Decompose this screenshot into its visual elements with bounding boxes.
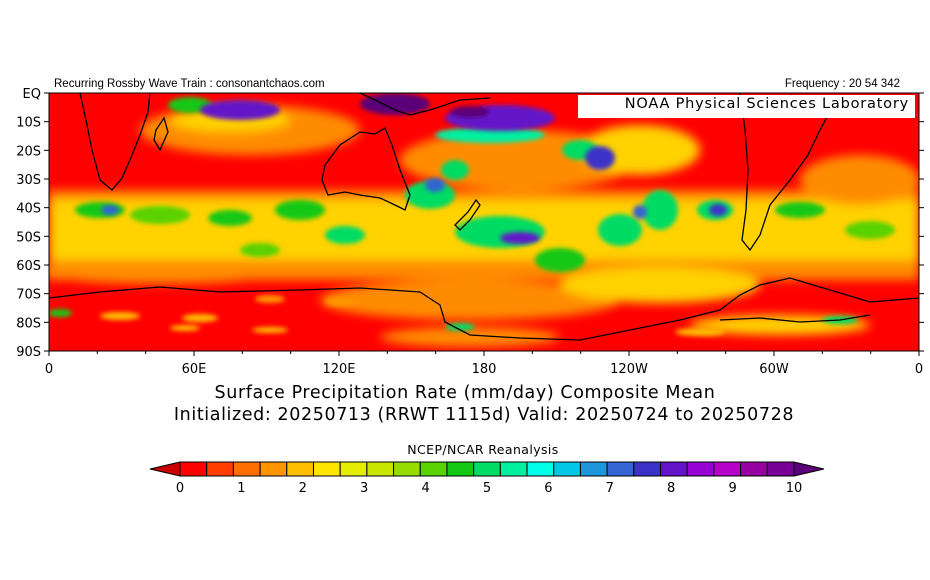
colorbar-tick-label: 2 — [299, 481, 307, 496]
colorbar-tick-label: 3 — [360, 481, 368, 496]
chart-subtitle: Initialized: 20250713 (RRWT 1115d) Valid… — [173, 405, 795, 425]
colorbar-swatch — [393, 461, 421, 477]
colorbar-swatch — [446, 461, 475, 477]
colorbar-swatch — [633, 461, 662, 477]
lon-label: 120W — [610, 362, 648, 377]
lon-label: 120E — [322, 362, 355, 377]
lat-label: 70S — [16, 288, 41, 303]
lab-label: NOAA Physical Sciences Laboratory — [624, 96, 909, 112]
longitude-axis: 0 60E 120E 180 120W 60W 0 — [45, 351, 923, 377]
lat-label: 50S — [16, 230, 41, 245]
australia-coast — [321, 127, 411, 211]
colorbar-swatch — [419, 461, 448, 477]
precip-field — [49, 93, 919, 351]
header-frequency: Frequency : 20 54 342 — [784, 78, 900, 90]
colorbar-swatch — [286, 461, 314, 477]
colorbar-swatch — [339, 461, 368, 477]
lat-label: EQ — [23, 87, 41, 102]
colorbar-arrow-left — [149, 461, 181, 477]
colorbar-swatch — [232, 461, 261, 477]
colorbar-tick-label: 0 — [176, 481, 184, 496]
colorbar-tick-label: 8 — [667, 481, 675, 496]
colorbar-tick-label: 1 — [237, 481, 245, 496]
colorbar-tick-label: 5 — [483, 481, 491, 496]
africa-coast — [79, 93, 151, 191]
colorbar-swatch — [179, 461, 208, 477]
new-zealand-coast — [454, 198, 481, 231]
lat-label: 80S — [16, 316, 41, 331]
lat-label: 20S — [16, 144, 41, 159]
colorbar-swatch — [312, 461, 341, 477]
colorbar-swatch — [206, 461, 234, 477]
madagascar-coast — [153, 116, 169, 152]
colorbar-swatch — [606, 461, 635, 477]
latitude-axis: EQ 10S 20S 30S 40S 50S 60S 70S 80S 90S — [16, 87, 924, 360]
lat-label: 10S — [16, 116, 41, 131]
colorbar-tick-label: 10 — [786, 481, 803, 496]
colorbar-swatch — [366, 461, 395, 477]
colorbar-swatch — [259, 461, 288, 477]
colorbar-swatch — [740, 461, 768, 477]
antarctica-coast — [49, 277, 919, 341]
colorbar-swatch — [766, 461, 795, 477]
colorbar-swatch — [686, 461, 715, 477]
lat-label: 60S — [16, 259, 41, 274]
lat-label: 90S — [16, 345, 41, 360]
colorbar-tick-label: 7 — [606, 481, 614, 496]
colorbar-arrow-right — [793, 461, 825, 477]
lon-label: 60W — [759, 362, 789, 377]
colorbar-swatch — [660, 461, 688, 477]
lon-label: 180 — [472, 362, 497, 377]
colorbar-swatch — [713, 461, 742, 477]
lon-label: 60E — [182, 362, 207, 377]
colorbar-tick-label: 6 — [544, 481, 552, 496]
colorbar-swatch — [579, 461, 608, 477]
colorbar: 0 1 2 3 4 5 6 7 8 9 10 — [149, 461, 825, 496]
ross-ice-edge — [719, 314, 871, 323]
header-credit: Recurring Rossby Wave Train : consonantc… — [54, 78, 325, 90]
colorbar-swatch — [499, 461, 528, 477]
colorbar-swatch — [473, 461, 501, 477]
lat-label: 30S — [16, 173, 41, 188]
lab-label-box: NOAA Physical Sciences Laboratory — [578, 95, 915, 118]
chart-title: Surface Precipitation Rate (mm/day) Comp… — [214, 383, 716, 403]
lat-label: 40S — [16, 202, 41, 217]
colorbar-tick-label: 9 — [728, 481, 736, 496]
colorbar-tick-label: 4 — [421, 481, 429, 496]
lon-label: 0 — [45, 362, 53, 377]
lon-label: 0 — [915, 362, 923, 377]
indonesia-coast — [359, 93, 491, 116]
colorbar-swatch — [526, 461, 555, 477]
data-source: NCEP/NCAR Reanalysis — [407, 442, 559, 457]
colorbar-swatch — [553, 461, 581, 477]
